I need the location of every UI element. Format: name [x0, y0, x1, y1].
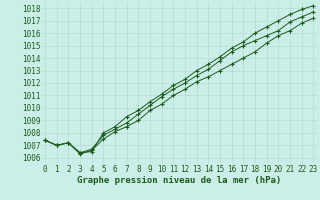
- X-axis label: Graphe pression niveau de la mer (hPa): Graphe pression niveau de la mer (hPa): [77, 176, 281, 185]
